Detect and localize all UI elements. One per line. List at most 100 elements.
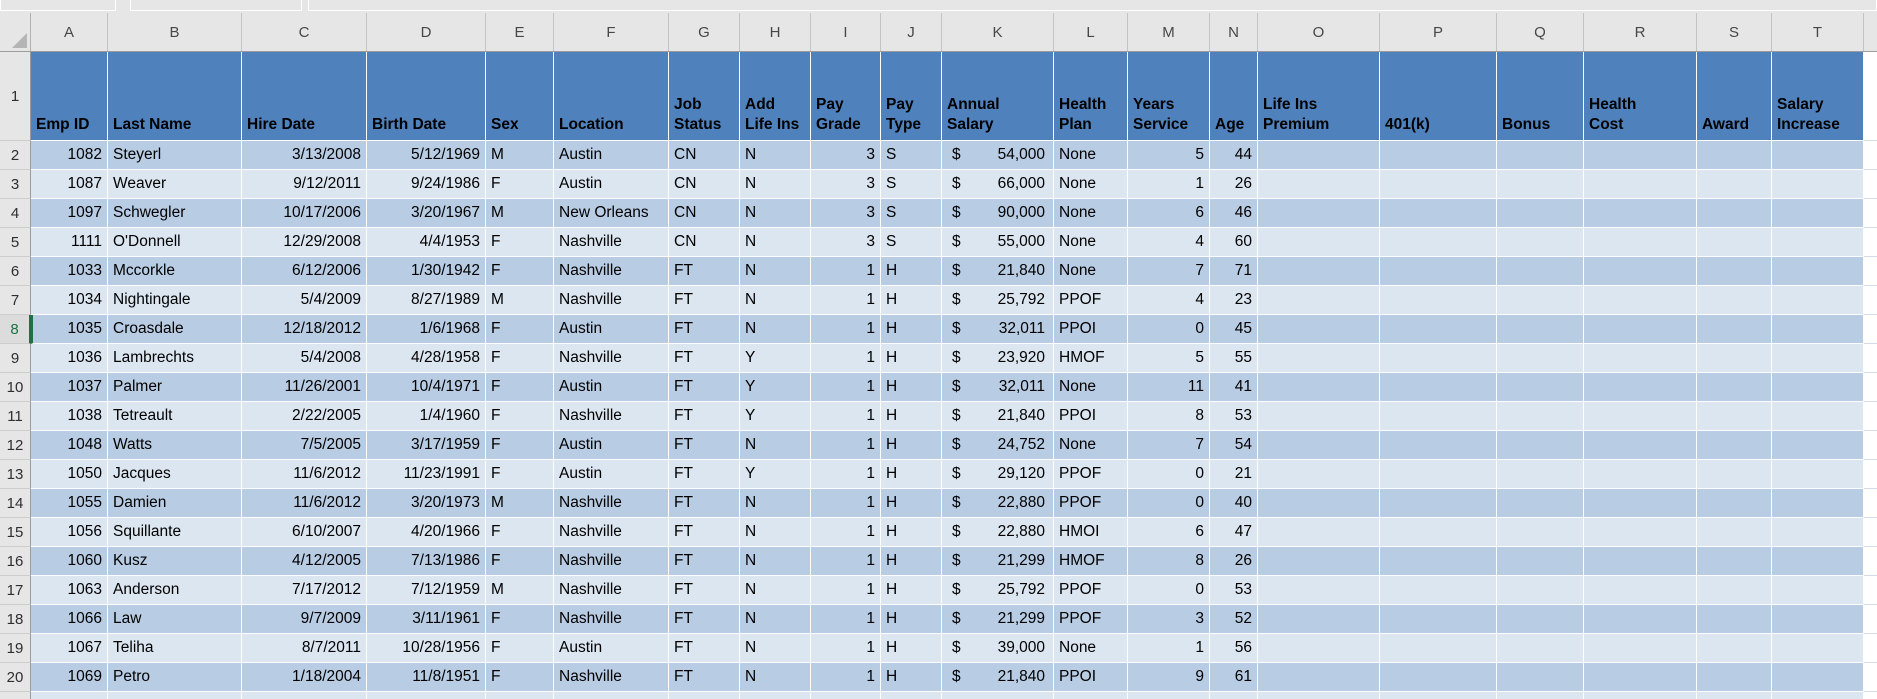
cell-L7[interactable]: PPOF [1054,286,1128,315]
header-cell-R1[interactable]: Health Cost [1584,52,1697,141]
cell-O16[interactable] [1258,547,1380,576]
cell-F2[interactable]: Austin [554,141,669,170]
cell-O12[interactable] [1258,431,1380,460]
cell-J16[interactable]: H [881,547,942,576]
cell-partial[interactable] [740,692,811,699]
cell-O11[interactable] [1258,402,1380,431]
column-header-D[interactable]: D [367,13,486,51]
cell-P15[interactable] [1380,518,1497,547]
cell-O13[interactable] [1258,460,1380,489]
cell-P14[interactable] [1380,489,1497,518]
cell-H16[interactable]: N [740,547,811,576]
cell-B9[interactable]: Lambrechts [108,344,242,373]
cell-N8[interactable]: 45 [1210,315,1258,344]
row-header-20[interactable]: 20 [0,663,31,692]
cell-R19[interactable] [1584,634,1697,663]
cell-I17[interactable]: 1 [811,576,881,605]
cell-R17[interactable] [1584,576,1697,605]
cell-M2[interactable]: 5 [1128,141,1210,170]
cell-A20[interactable]: 1069 [31,663,108,692]
cell-O10[interactable] [1258,373,1380,402]
header-cell-O1[interactable]: Life Ins Premium [1258,52,1380,141]
cell-partial[interactable] [1054,692,1128,699]
cell-I9[interactable]: 1 [811,344,881,373]
cell-A17[interactable]: 1063 [31,576,108,605]
cell-B6[interactable]: Mccorkle [108,257,242,286]
cell-C9[interactable]: 5/4/2008 [242,344,367,373]
cell-K18[interactable]: $21,299 [942,605,1054,634]
cell-A16[interactable]: 1060 [31,547,108,576]
header-cell-F1[interactable]: Location [554,52,669,141]
cell-G14[interactable]: FT [669,489,740,518]
cell-P20[interactable] [1380,663,1497,692]
cell-S9[interactable] [1697,344,1772,373]
column-header-Q[interactable]: Q [1497,13,1584,51]
cell-C13[interactable]: 11/6/2012 [242,460,367,489]
cell-H3[interactable]: N [740,170,811,199]
cell-S3[interactable] [1697,170,1772,199]
cell-S2[interactable] [1697,141,1772,170]
cell-partial[interactable] [486,692,554,699]
cell-M7[interactable]: 4 [1128,286,1210,315]
cell-N19[interactable]: 56 [1210,634,1258,663]
cell-N12[interactable]: 54 [1210,431,1258,460]
cell-L9[interactable]: HMOF [1054,344,1128,373]
cell-E19[interactable]: F [486,634,554,663]
cell-C6[interactable]: 6/12/2006 [242,257,367,286]
cell-Q15[interactable] [1497,518,1584,547]
cell-A10[interactable]: 1037 [31,373,108,402]
cell-C20[interactable]: 1/18/2004 [242,663,367,692]
cell-D7[interactable]: 8/27/1989 [367,286,486,315]
cell-R15[interactable] [1584,518,1697,547]
cell-F15[interactable]: Nashville [554,518,669,547]
cell-D15[interactable]: 4/20/1966 [367,518,486,547]
cell-J7[interactable]: H [881,286,942,315]
cell-A2[interactable]: 1082 [31,141,108,170]
row-header-9[interactable]: 9 [0,344,31,373]
cell-C16[interactable]: 4/12/2005 [242,547,367,576]
cell-J15[interactable]: H [881,518,942,547]
cell-I19[interactable]: 1 [811,634,881,663]
cell-E4[interactable]: M [486,199,554,228]
cell-M8[interactable]: 0 [1128,315,1210,344]
cell-T18[interactable] [1772,605,1864,634]
cell-P19[interactable] [1380,634,1497,663]
cell-H20[interactable]: N [740,663,811,692]
select-all-button[interactable] [0,13,31,51]
cell-T5[interactable] [1772,228,1864,257]
cell-B20[interactable]: Petro [108,663,242,692]
row-header-1[interactable]: 1 [0,52,31,141]
cell-C17[interactable]: 7/17/2012 [242,576,367,605]
cell-R2[interactable] [1584,141,1697,170]
cell-N17[interactable]: 53 [1210,576,1258,605]
cell-T15[interactable] [1772,518,1864,547]
cell-I8[interactable]: 1 [811,315,881,344]
cell-J14[interactable]: H [881,489,942,518]
column-header-S[interactable]: S [1697,13,1772,51]
cell-A13[interactable]: 1050 [31,460,108,489]
row-header-17[interactable]: 17 [0,576,31,605]
cell-H8[interactable]: N [740,315,811,344]
header-cell-J1[interactable]: Pay Type [881,52,942,141]
cell-partial[interactable] [31,692,108,699]
row-header-7[interactable]: 7 [0,286,31,315]
cell-B13[interactable]: Jacques [108,460,242,489]
cell-J2[interactable]: S [881,141,942,170]
cell-S14[interactable] [1697,489,1772,518]
cell-K9[interactable]: $23,920 [942,344,1054,373]
cell-B11[interactable]: Tetreault [108,402,242,431]
cell-D18[interactable]: 3/11/1961 [367,605,486,634]
header-cell-Q1[interactable]: Bonus [1497,52,1584,141]
cell-P6[interactable] [1380,257,1497,286]
cell-partial[interactable] [881,692,942,699]
cell-L13[interactable]: PPOF [1054,460,1128,489]
cell-I7[interactable]: 1 [811,286,881,315]
cell-Q18[interactable] [1497,605,1584,634]
cell-E17[interactable]: M [486,576,554,605]
cell-N10[interactable]: 41 [1210,373,1258,402]
cell-L15[interactable]: HMOI [1054,518,1128,547]
cell-M14[interactable]: 0 [1128,489,1210,518]
cell-S16[interactable] [1697,547,1772,576]
cell-B5[interactable]: O'Donnell [108,228,242,257]
cell-K8[interactable]: $32,011 [942,315,1054,344]
